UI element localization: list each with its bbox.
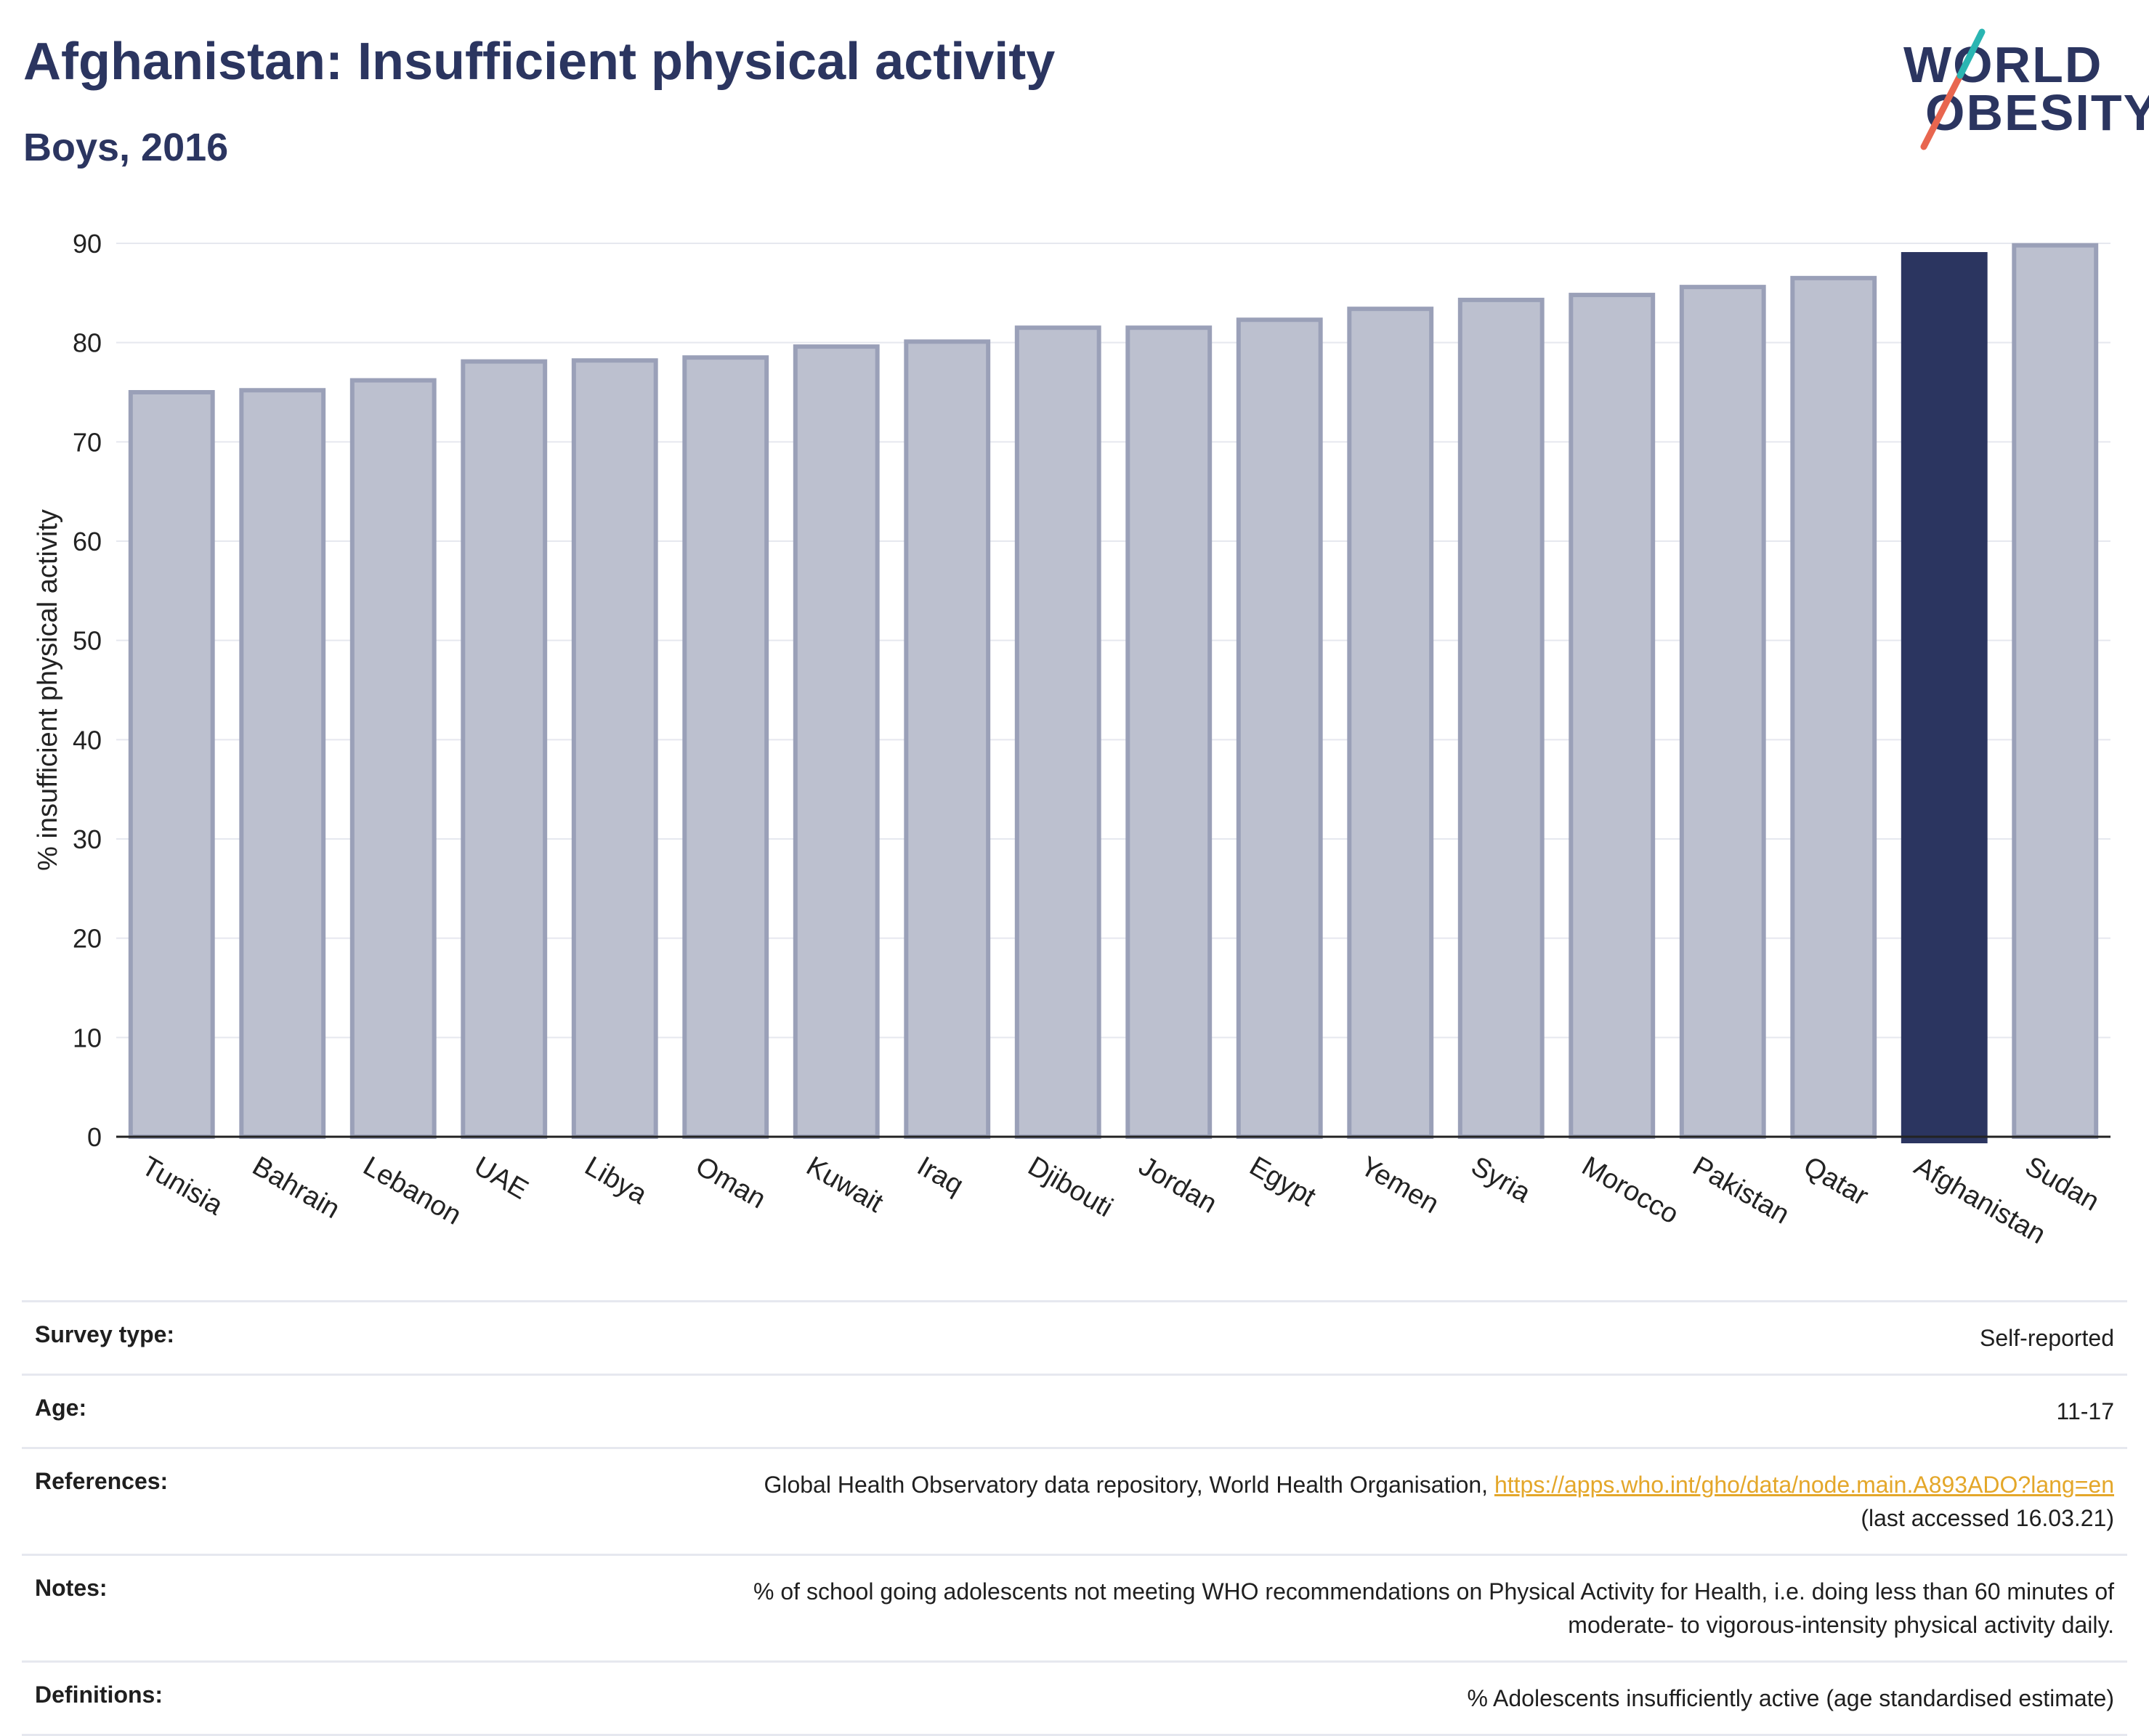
x-tick-label: Bahrain: [247, 1151, 344, 1225]
x-tick-label: Syria: [1466, 1151, 1537, 1209]
reference-suffix: (last accessed 16.03.21): [1861, 1505, 2114, 1531]
meta-value: % Adolescents insufficiently active (age…: [1467, 1685, 2114, 1711]
bar-morocco: [1569, 293, 1656, 1140]
meta-label: References:: [35, 1468, 169, 1494]
meta-label: Survey type:: [35, 1321, 175, 1347]
meta-label: Age:: [35, 1395, 87, 1421]
bar-pakistan: [1679, 285, 1766, 1140]
bar-libya: [571, 358, 658, 1139]
metadata-table: Survey type: Self-reported Age: 11-17 Re…: [22, 1300, 2127, 1736]
y-tick-label: 80: [73, 328, 102, 358]
notes-line2: moderate- to vigorous-intensity physical…: [1568, 1612, 2114, 1638]
x-tick-label: Yemen: [1355, 1151, 1444, 1220]
x-tick-label: Oman: [690, 1151, 771, 1214]
x-tick-label: Lebanon: [358, 1151, 466, 1230]
bar-lebanon: [349, 378, 437, 1140]
x-tick-label: Morocco: [1577, 1151, 1683, 1230]
meta-value: 11-17: [2056, 1398, 2114, 1424]
meta-row-survey-type: Survey type: Self-reported: [22, 1300, 2127, 1374]
bar-qatar: [1790, 275, 1877, 1139]
x-tick-label: Jordan: [1133, 1151, 1222, 1219]
meta-value: Global Health Observatory data repositor…: [543, 1468, 2114, 1535]
meta-row-age: Age: 11-17: [22, 1374, 2127, 1447]
bar-sudan: [2012, 243, 2099, 1140]
meta-value: % of school going adolescents not meetin…: [543, 1575, 2114, 1642]
world-obesity-logo: WORLD OBESITY: [1903, 22, 2149, 153]
bar-syria: [1457, 297, 1545, 1139]
y-tick-label: 90: [73, 229, 102, 259]
logo-line1: WORLD: [1903, 36, 2103, 93]
x-tick-label: Djibouti: [1023, 1151, 1118, 1223]
y-tick-label: 10: [73, 1023, 102, 1052]
bar-bahrain: [239, 388, 326, 1139]
x-tick-label: Tunisia: [137, 1151, 229, 1221]
meta-row-references: References: Global Health Observatory da…: [22, 1447, 2127, 1554]
meta-label: Definitions:: [35, 1682, 163, 1708]
bar-yemen: [1347, 307, 1434, 1140]
meta-row-definitions: Definitions: % Adolescents insufficientl…: [22, 1660, 2127, 1736]
bar-iraq: [904, 339, 991, 1139]
y-tick-label: 30: [73, 824, 102, 854]
page-subtitle: Boys, 2016: [23, 126, 229, 169]
y-tick-label: 70: [73, 427, 102, 457]
y-tick-label: 50: [73, 626, 102, 656]
x-tick-label: Iraq: [912, 1151, 968, 1201]
reference-link[interactable]: https://apps.who.int/gho/data/node.main.…: [1494, 1472, 2114, 1498]
logo-line2: OBESITY: [1925, 84, 2149, 141]
x-tick-label: Egypt: [1245, 1151, 1322, 1212]
x-tick-label: Sudan: [2020, 1151, 2104, 1217]
bar-afghanistan: [1901, 252, 1988, 1144]
y-tick-label: 40: [73, 725, 102, 755]
meta-value: Self-reported: [1980, 1325, 2114, 1351]
bar-uae: [461, 359, 548, 1140]
bar-egypt: [1236, 317, 1323, 1140]
bar-kuwait: [793, 344, 880, 1140]
bar-jordan: [1125, 325, 1213, 1140]
x-tick-label: UAE: [469, 1151, 533, 1205]
x-tick-label: Libya: [580, 1151, 652, 1210]
meta-label: Notes:: [35, 1575, 108, 1601]
bar-chart: 0 10 20 30 40 50 60 70 80 90 % insufficient physic…: [33, 229, 2110, 1250]
y-tick-label: 60: [73, 527, 102, 556]
bar-tunisia: [128, 390, 215, 1139]
notes-line1: % of school going adolescents not meetin…: [753, 1578, 2114, 1605]
y-tick-label: 0: [87, 1122, 102, 1152]
page-title: Afghanistan: Insufficient physical activ…: [23, 33, 1056, 91]
y-axis-label: % insufficient physical activity: [33, 509, 63, 871]
x-tick-label: Kuwait: [801, 1151, 889, 1219]
bar-djibouti: [1014, 325, 1101, 1140]
x-tick-label: Pakistan: [1688, 1151, 1794, 1230]
logo-slash-icon: [1920, 28, 1986, 150]
bar-oman: [682, 355, 769, 1140]
meta-row-notes: Notes: % of school going adolescents not…: [22, 1554, 2127, 1660]
reference-text: Global Health Observatory data repositor…: [764, 1472, 1494, 1498]
y-tick-label: 20: [73, 924, 102, 954]
x-tick-label: Qatar: [1798, 1151, 1874, 1212]
